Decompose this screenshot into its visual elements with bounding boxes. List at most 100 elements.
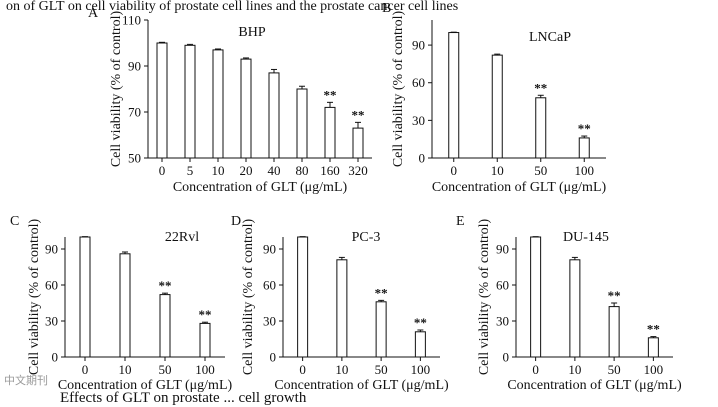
bar [352,127,364,159]
y-tick-label: 70 [128,105,141,120]
bar [159,294,171,358]
x-tick-label: 0 [82,362,89,377]
significance-label: ** [534,80,547,95]
bar [297,236,309,358]
bar [79,236,91,358]
significance-label: ** [578,121,591,136]
bar [184,44,196,159]
y-tick-label: 30 [45,314,58,329]
bar [268,72,280,159]
x-axis-label: Concentration of GLT (μg/mL) [173,180,348,195]
panel-d: 0 30 60 90 0 10 50 ** 100 ** D PC-3 Concentration of… [231,214,449,393]
y-axis-label: Cell viability (% of control) [477,219,492,376]
y-tick-label: 110 [122,13,141,28]
y-tick-label: 30 [263,314,276,329]
bar [199,322,211,358]
panel-letter: C [10,214,19,229]
bar [578,137,590,159]
y-tick-label: 0 [503,350,510,365]
bar [119,253,131,358]
bar [491,54,503,159]
bar [375,301,387,358]
panel-a: 50 70 90 110 0 5 10 20 40 80 160 ** 320 ** A BHP Concent… [88,6,372,195]
significance-label: ** [414,315,427,330]
bar [336,259,348,358]
x-tick-label: 20 [240,163,253,178]
significance-label: ** [647,322,660,337]
bar [240,58,252,159]
y-tick-label: 0 [52,350,59,365]
y-tick-label: 30 [496,314,509,329]
chart-title: BHP [238,25,265,40]
x-tick-label: 40 [268,163,281,178]
y-tick-label: 90 [496,242,509,257]
x-tick-label: 10 [212,163,225,178]
bar [414,331,426,358]
panel-b: 0 30 60 90 0 10 50 ** 100 ** B LNCaP Concentration o… [382,1,606,195]
panel-c: 0 30 60 90 0 10 50 ** 100 ** C 22Rvl Concentration o… [10,214,232,393]
x-tick-label: 320 [348,163,368,178]
bar [212,49,224,159]
x-tick-label: 100 [411,362,431,377]
y-tick-label: 0 [270,350,277,365]
x-tick-label: 0 [532,362,539,377]
panel-letter: B [382,1,391,16]
y-tick-label: 60 [45,278,58,293]
significance-label: ** [199,307,212,322]
x-tick-label: 100 [195,362,215,377]
y-tick-label: 50 [128,151,141,166]
significance-label: ** [324,87,337,102]
x-tick-label: 50 [534,163,547,178]
header-caption: on of GLT on cell viability of prostate … [6,0,458,14]
x-tick-label: 10 [568,362,581,377]
x-tick-label: 0 [299,362,306,377]
chart-title: DU-145 [563,230,609,245]
bar [324,106,336,159]
x-tick-label: 0 [159,163,166,178]
y-tick-label: 0 [419,151,426,166]
watermark-logo: 中文期刊 [4,375,48,387]
bar [535,97,547,159]
footer-caption: Effects of GLT on prostate ... cell grow… [60,390,307,406]
bar [608,306,620,358]
x-tick-label: 50 [375,362,388,377]
y-axis-label: Cell viability (% of control) [241,219,256,376]
panel-letter: A [88,6,99,21]
bar [448,32,460,159]
y-tick-label: 90 [263,242,276,257]
bar [156,42,168,159]
x-tick-label: 10 [335,362,348,377]
x-tick-label: 0 [451,163,458,178]
y-tick-label: 90 [45,242,58,257]
y-tick-label: 60 [412,75,425,90]
y-axis-label: Cell viability (% of control) [27,219,42,376]
x-tick-label: 80 [296,163,309,178]
significance-label: ** [608,288,621,303]
y-axis-label: Cell viability (% of control) [109,11,124,168]
panel-letter: D [231,214,241,229]
y-tick-label: 60 [263,278,276,293]
x-tick-label: 10 [119,362,132,377]
significance-label: ** [159,278,172,293]
x-axis-label: Concentration of GLT (μg/mL) [58,378,233,393]
significance-label: ** [352,107,365,122]
bar [569,259,581,358]
x-tick-label: 5 [187,163,194,178]
chart-title: 22Rvl [165,230,199,245]
y-tick-label: 90 [412,38,425,53]
x-tick-label: 160 [320,163,340,178]
bar [296,88,308,159]
y-tick-label: 60 [496,278,509,293]
y-axis-label: Cell viability (% of control) [391,11,406,168]
x-axis-label: Concentration of GLT (μg/mL) [274,378,449,393]
x-tick-label: 100 [575,163,595,178]
panel-letter: E [456,214,465,229]
x-axis-label: Concentration of GLT (μg/mL) [432,180,607,195]
chart-title: PC-3 [352,230,381,245]
x-tick-label: 50 [608,362,621,377]
bar [530,236,542,358]
x-axis-label: Concentration of GLT (μg/mL) [507,378,682,393]
bar [647,337,659,358]
x-tick-label: 10 [491,163,504,178]
